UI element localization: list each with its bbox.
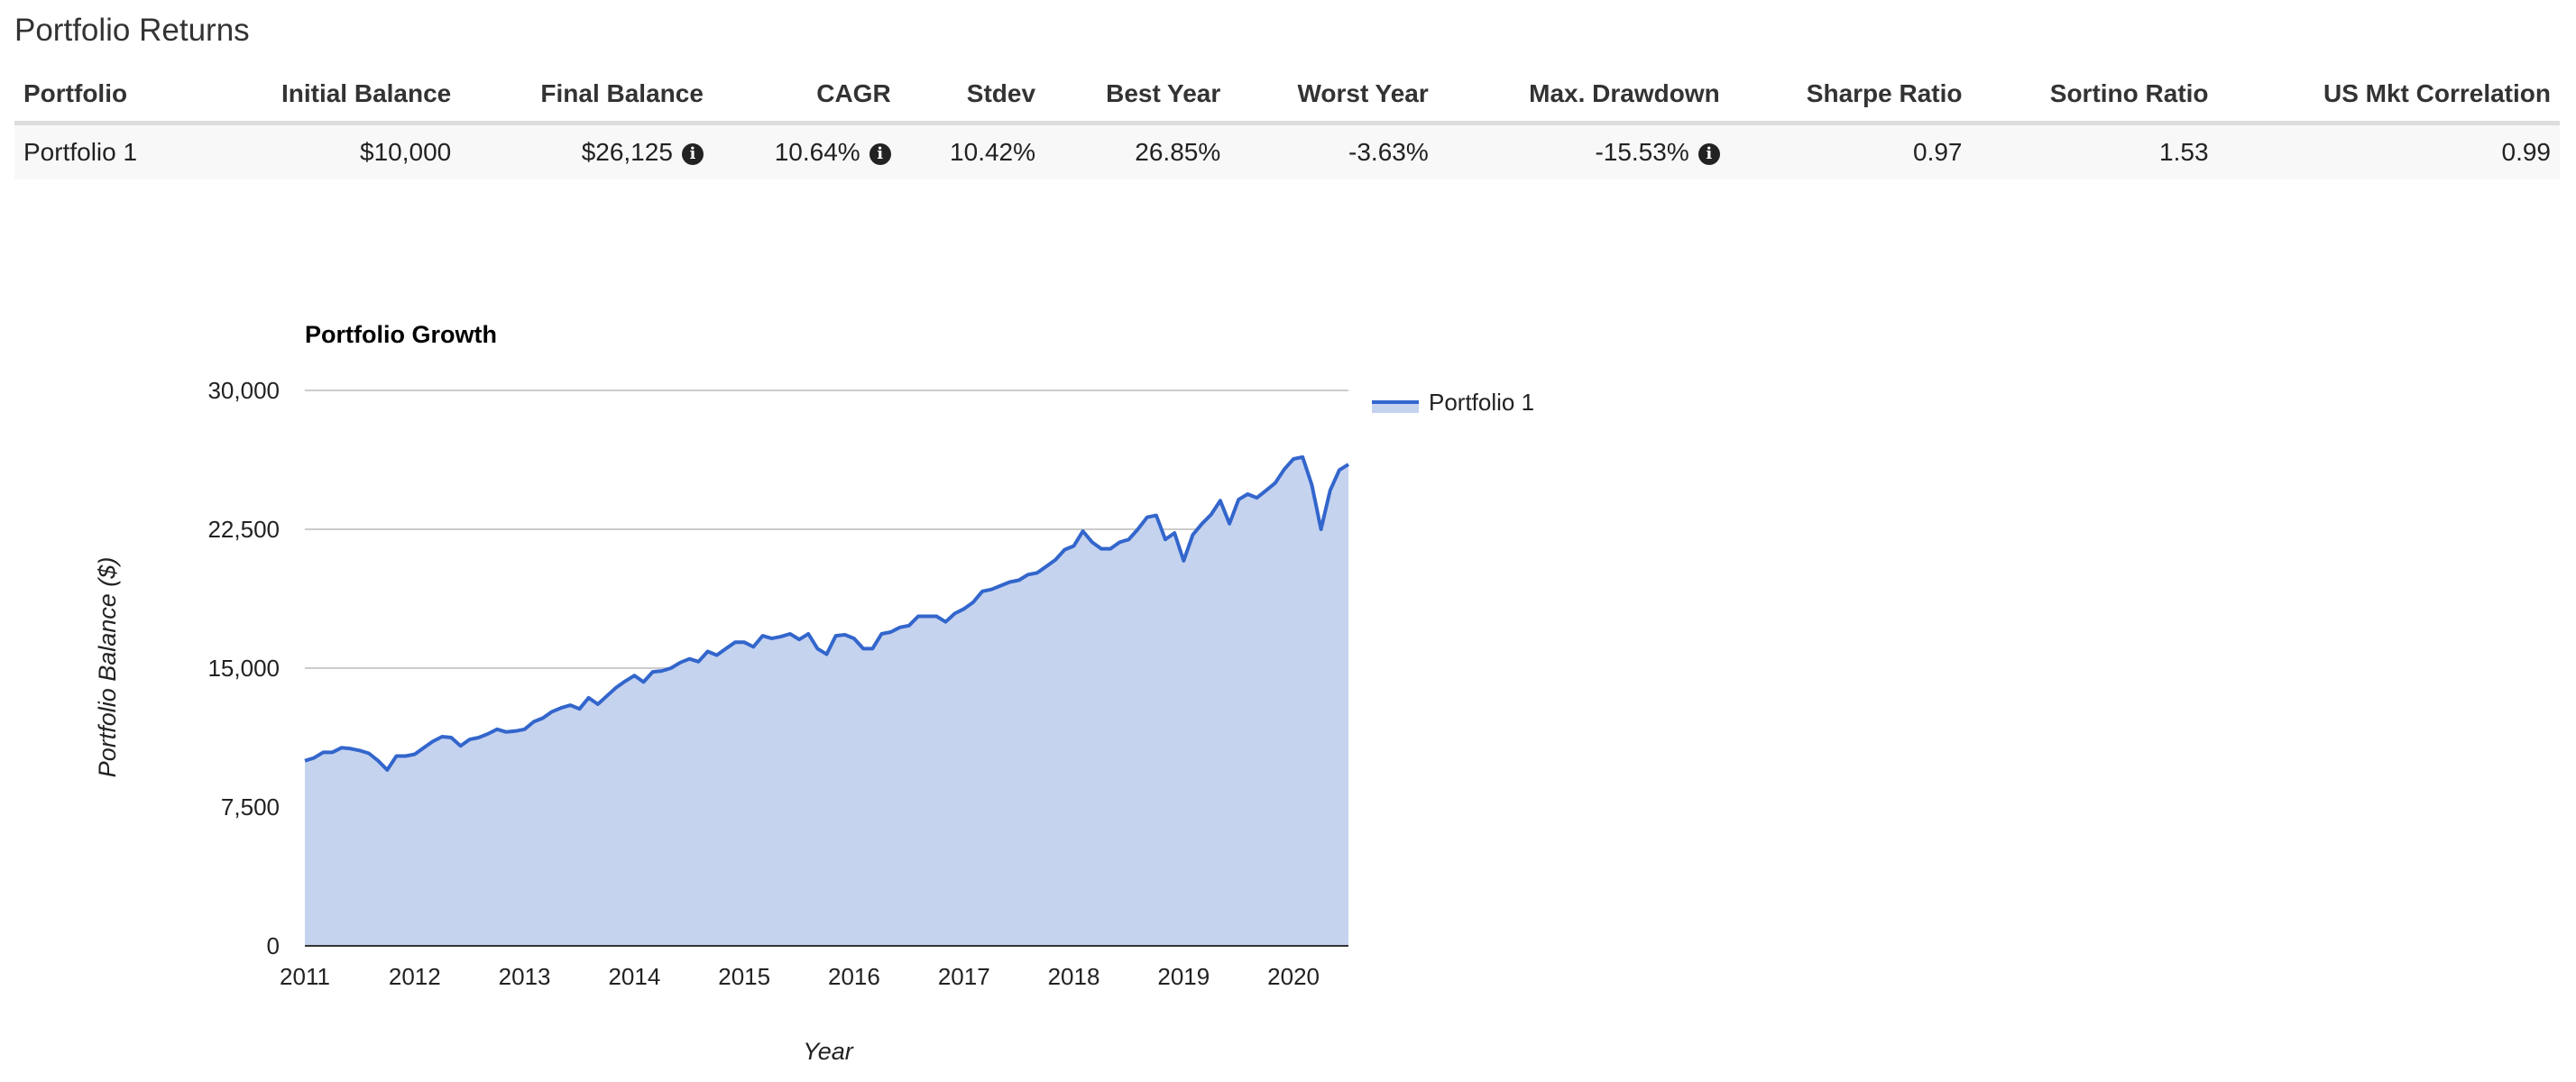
cell-cagr: 10.64% i — [712, 123, 900, 179]
info-icon[interactable]: i — [869, 143, 891, 165]
cell-final-balance: $26,125 i — [460, 123, 713, 179]
cell-sharpe-ratio: 0.97 — [1728, 123, 1972, 179]
y-axis-label: Portfolio Balance ($) — [94, 557, 121, 778]
legend-swatch — [1372, 402, 1419, 413]
cell-worst-year: -3.63% — [1229, 123, 1438, 179]
legend-label: Portfolio 1 — [1429, 389, 1534, 416]
chart-title: Portfolio Growth — [305, 321, 497, 348]
x-tick-label: 2017 — [938, 963, 990, 990]
legend[interactable]: Portfolio 1 — [1372, 389, 1534, 416]
x-tick-label: 2011 — [280, 963, 330, 990]
x-axis-label: Year — [803, 1038, 854, 1065]
table-row: Portfolio 1 $10,000 $26,125 i 10.64% i 10.… — [14, 123, 2560, 179]
col-header-sharpe-ratio: Sharpe Ratio — [1728, 69, 1972, 125]
series-line — [304, 454, 1350, 772]
x-tick-label: 2020 — [1267, 963, 1320, 990]
cell-max-drawdown: -15.53% i — [1437, 123, 1729, 179]
col-header-final-balance: Final Balance — [460, 69, 713, 125]
x-tick-label: 2015 — [718, 963, 770, 990]
section-title: Portfolio Returns — [14, 13, 250, 48]
cell-portfolio: Portfolio 1 — [14, 123, 198, 179]
portfolio-growth-chart: Portfolio Growth 0 7,500 15,000 22,500 30,00… — [94, 321, 1534, 1065]
x-tick-label: 2014 — [608, 963, 660, 990]
col-header-initial-balance: Initial Balance — [198, 69, 461, 125]
x-tick-label: 2012 — [389, 963, 441, 990]
col-header-stdev: Stdev — [899, 69, 1045, 125]
info-icon[interactable]: i — [1697, 143, 1720, 165]
y-tick-label: 0 — [267, 932, 280, 959]
col-header-sortino-ratio: Sortino Ratio — [1971, 69, 2218, 125]
col-header-best-year: Best Year — [1044, 69, 1230, 125]
cagr-value: 10.64% — [774, 138, 860, 166]
x-axis-ticks: 2011 2012 2013 2014 2015 2016 2017 2018 2019 2020 — [280, 963, 1320, 990]
cell-initial-balance: $10,000 — [198, 123, 461, 179]
cell-best-year: 26.85% — [1044, 123, 1230, 179]
x-tick-label: 2013 — [499, 963, 551, 990]
y-tick-label: 22,500 — [207, 516, 280, 543]
final-balance-value: $26,125 — [581, 138, 673, 166]
x-tick-label: 2019 — [1157, 963, 1210, 990]
cell-us-mkt-correlation: 0.99 — [2217, 123, 2560, 179]
x-tick-label: 2016 — [828, 963, 880, 990]
series-area — [305, 456, 1348, 946]
max-drawdown-value: -15.53% — [1595, 138, 1689, 166]
info-icon[interactable]: i — [681, 143, 704, 165]
y-axis-ticks: 0 7,500 15,000 22,500 30,000 — [207, 377, 280, 959]
x-tick-label: 2018 — [1048, 963, 1100, 990]
cell-stdev: 10.42% — [899, 123, 1045, 179]
y-tick-label: 30,000 — [207, 377, 280, 404]
col-header-max-drawdown: Max. Drawdown — [1437, 69, 1729, 125]
cell-sortino-ratio: 1.53 — [1971, 123, 2218, 179]
col-header-worst-year: Worst Year — [1229, 69, 1438, 125]
col-header-us-mkt-correlation: US Mkt Correlation — [2217, 69, 2560, 125]
portfolio-returns-table: Portfolio Initial Balance Final Balance … — [14, 69, 2560, 179]
col-header-portfolio: Portfolio — [14, 69, 198, 125]
y-tick-label: 7,500 — [221, 793, 280, 821]
col-header-cagr: CAGR — [712, 69, 900, 125]
table-header-row: Portfolio Initial Balance Final Balance … — [14, 69, 2560, 125]
y-tick-label: 15,000 — [207, 655, 280, 682]
